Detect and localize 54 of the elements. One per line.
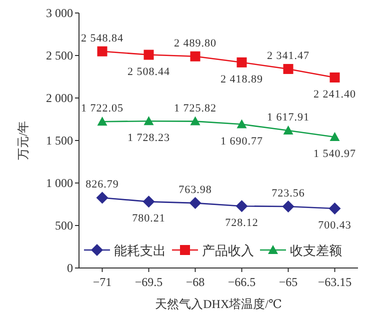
data-label: 1 617.91 [267, 111, 310, 124]
data-label: 700.43 [318, 219, 352, 232]
point [144, 50, 154, 60]
x-tick-label: −63.15 [318, 275, 352, 289]
x-tick-label: −71 [92, 275, 112, 289]
x-tick-label: −65 [278, 275, 298, 289]
x-tick-label: −66.5 [228, 275, 256, 289]
point [236, 200, 248, 212]
point [142, 196, 155, 208]
legend-label: 能耗支出 [114, 243, 166, 258]
y-tick-label: 3 000 [46, 6, 73, 20]
data-label: 2 418.89 [220, 73, 263, 86]
point [190, 116, 200, 126]
point [330, 72, 340, 82]
data-label: 2 489.80 [174, 37, 216, 50]
y-tick-label: 1 000 [46, 176, 73, 190]
point [236, 57, 247, 68]
point [97, 46, 108, 56]
legend-label: 收支差额 [290, 243, 342, 258]
y-tick-label: 2 500 [46, 48, 73, 62]
y-tick-label: 1 500 [46, 134, 73, 148]
data-label: 2 241.40 [314, 88, 356, 100]
legend-label: 产品收入 [202, 243, 254, 258]
data-label: 826.79 [86, 178, 119, 191]
point [96, 192, 108, 204]
data-label: 2 341.47 [267, 50, 310, 62]
point [189, 197, 202, 210]
point [236, 119, 247, 128]
data-label: 780.21 [132, 212, 166, 225]
x-tick-label: −69.5 [134, 275, 163, 289]
y-axis-title: 万元/年 [16, 120, 30, 160]
x-axis-title: 天然气入DHX塔温度/℃ [155, 297, 282, 311]
data-label: 1 540.97 [314, 148, 356, 160]
point [283, 125, 294, 134]
data-label: 2 508.44 [128, 66, 170, 78]
data-label: 728.12 [225, 217, 258, 230]
data-label: 763.98 [178, 184, 212, 196]
point [330, 132, 340, 142]
data-label: 1 725.82 [174, 102, 216, 114]
data-label: 1 728.23 [128, 132, 170, 144]
y-tick-label: 2 000 [46, 91, 73, 105]
point [328, 202, 341, 214]
data-label: 1 690.77 [220, 135, 263, 148]
data-label: 1 722.05 [81, 102, 124, 115]
data-label: 723.56 [272, 187, 305, 200]
data-label: 2 548.84 [81, 32, 124, 44]
point [282, 200, 294, 212]
x-tick-label: −68 [186, 275, 205, 289]
point [97, 116, 108, 126]
point [190, 51, 200, 62]
point [144, 116, 154, 126]
y-tick-label: 500 [55, 218, 73, 232]
point [283, 64, 294, 74]
y-tick-label: 0 [67, 261, 73, 275]
